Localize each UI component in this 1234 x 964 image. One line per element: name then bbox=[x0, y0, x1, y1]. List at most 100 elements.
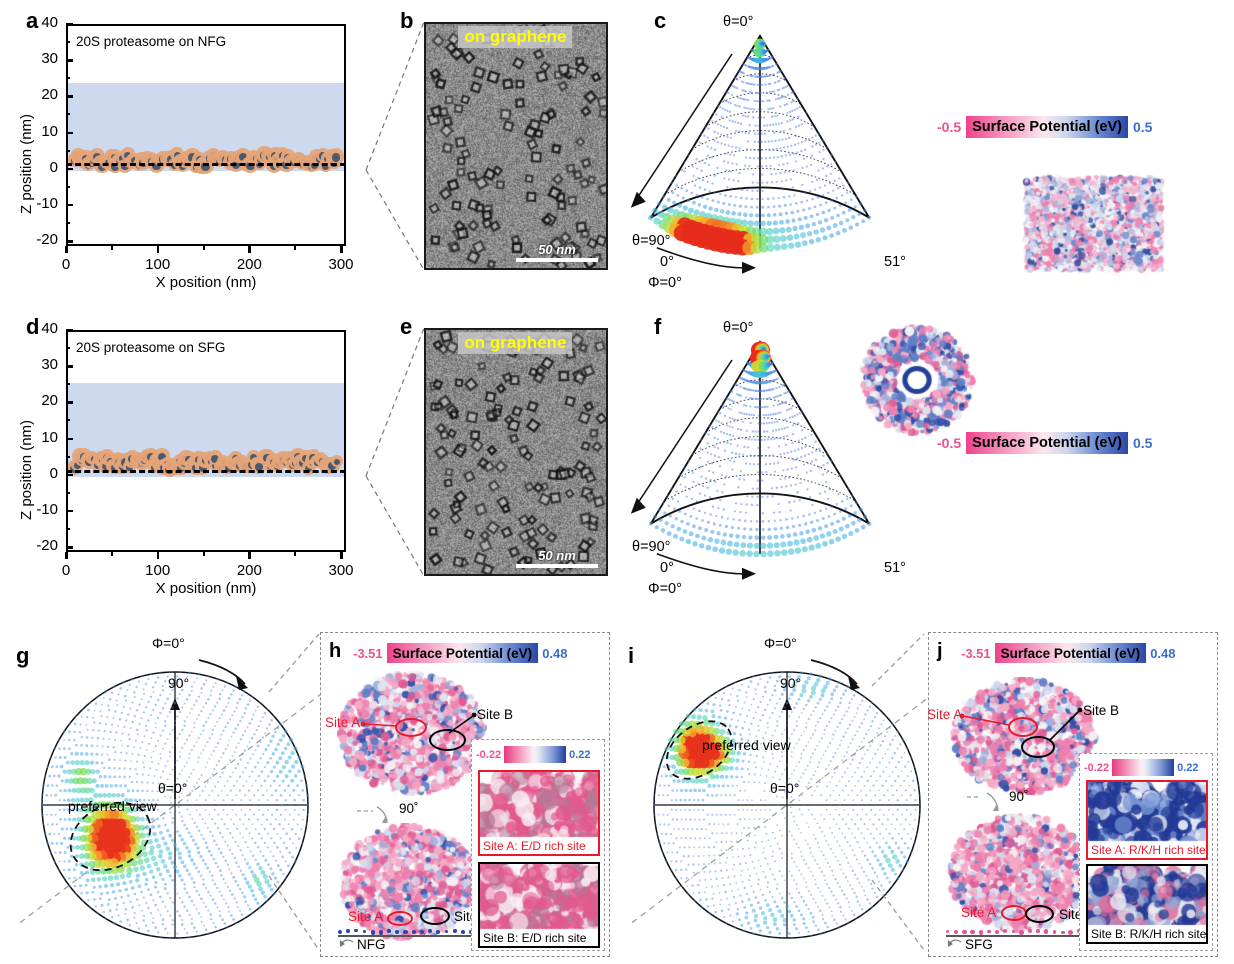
polar-data-point bbox=[878, 880, 880, 883]
cone-data-point bbox=[761, 380, 766, 385]
cone-data-point bbox=[756, 197, 759, 201]
polar-data-point bbox=[789, 692, 794, 697]
polar-data-point bbox=[185, 846, 189, 850]
cone-data-point bbox=[769, 371, 773, 375]
cone-data-point bbox=[764, 75, 768, 78]
polar-data-point bbox=[195, 930, 198, 933]
cone-data-point bbox=[836, 519, 840, 524]
polar-data-point bbox=[728, 903, 731, 906]
cone-data-point bbox=[700, 438, 703, 441]
cone-data-point bbox=[772, 511, 776, 514]
cone-data-point bbox=[764, 157, 768, 160]
polar-data-point bbox=[699, 898, 702, 902]
cone-data-point bbox=[867, 215, 872, 220]
substrate-charge-dot bbox=[970, 929, 975, 935]
cone-data-point bbox=[760, 157, 764, 160]
cone-data-point bbox=[698, 509, 701, 513]
polar-data-point bbox=[272, 827, 276, 831]
polar-data-point bbox=[901, 770, 903, 773]
polar-data-point bbox=[267, 799, 269, 802]
polar-data-point bbox=[141, 773, 144, 776]
cone-data-point bbox=[751, 189, 754, 192]
polar-data-point bbox=[243, 917, 246, 920]
polar-data-point bbox=[879, 775, 882, 778]
cone-data-point bbox=[763, 438, 767, 441]
polar-data-point bbox=[278, 756, 283, 761]
polar-data-point bbox=[804, 839, 807, 842]
polar-data-point bbox=[224, 840, 227, 843]
polar-data-point bbox=[154, 926, 157, 929]
ytick-mark bbox=[66, 131, 73, 134]
polar-data-point bbox=[273, 715, 276, 718]
cone-data-point bbox=[757, 397, 761, 401]
polar-data-point bbox=[729, 813, 732, 816]
cone-data-point bbox=[765, 49, 769, 52]
ytick-label: 0 bbox=[49, 158, 58, 176]
cone-data-point bbox=[771, 495, 774, 498]
polar-data-point bbox=[735, 832, 738, 835]
polar-data-point bbox=[819, 717, 822, 720]
panel-c-cone-plot: θ=0° θ=90° 0° Φ=0° 51° bbox=[630, 14, 940, 291]
cone-data-point bbox=[847, 181, 850, 184]
cone-data-point bbox=[766, 354, 770, 358]
polar-data-point bbox=[91, 890, 95, 894]
polar-data-point bbox=[251, 837, 254, 840]
polar-data-point bbox=[74, 751, 79, 756]
cone-data-point bbox=[713, 480, 717, 483]
cone-data-point bbox=[776, 89, 779, 92]
cone-data-point bbox=[826, 461, 829, 465]
polar-data-point bbox=[228, 848, 232, 851]
polar-data-point bbox=[748, 733, 751, 736]
polar-data-point bbox=[73, 884, 77, 888]
polar-data-point bbox=[691, 884, 694, 887]
polar-data-point bbox=[159, 895, 162, 899]
polar-data-point bbox=[762, 737, 765, 740]
polar-data-point bbox=[195, 908, 198, 911]
cone-data-point bbox=[792, 90, 795, 94]
cone-data-point bbox=[767, 397, 770, 400]
polar-data-point bbox=[290, 764, 296, 769]
panel-h-container: h -3.51 Surface Potential (eV) 0.48 Site… bbox=[320, 632, 610, 957]
cone-data-point bbox=[742, 404, 746, 407]
polar-data-point bbox=[713, 854, 716, 857]
polar-data-point bbox=[163, 864, 168, 869]
panel-j-inset-container: -0.22 0.22 Site A: R/K/H rich site Site … bbox=[1079, 753, 1213, 951]
polar-data-point bbox=[192, 768, 195, 771]
polar-data-point bbox=[813, 818, 816, 821]
plot-d-frame bbox=[66, 330, 346, 552]
cone-data-point bbox=[780, 534, 785, 539]
cone-data-point bbox=[706, 180, 709, 184]
polar-data-point bbox=[288, 813, 291, 816]
polar-data-point bbox=[787, 675, 791, 678]
polar-data-point bbox=[795, 824, 798, 826]
polar-data-point bbox=[200, 833, 203, 837]
polar-data-point bbox=[775, 904, 779, 909]
polar-data-point bbox=[263, 766, 266, 769]
substrate-charge-dot bbox=[354, 929, 358, 933]
polar-data-point bbox=[842, 735, 845, 738]
polar-data-point bbox=[67, 788, 72, 793]
polar-data-point bbox=[712, 845, 716, 849]
cone-data-point bbox=[818, 492, 822, 495]
cone-data-point bbox=[672, 507, 676, 510]
polar-data-point bbox=[239, 869, 242, 872]
polar-data-point bbox=[667, 784, 671, 787]
polar-data-point bbox=[730, 840, 733, 843]
polar-data-point bbox=[58, 851, 62, 854]
cone-data-point bbox=[776, 403, 780, 406]
polar-data-point bbox=[805, 786, 808, 789]
cone-data-point bbox=[726, 109, 729, 113]
polar-data-point bbox=[675, 860, 678, 863]
polar-data-point bbox=[771, 873, 774, 876]
cone-data-point bbox=[748, 107, 751, 110]
polar-data-point bbox=[235, 813, 238, 816]
polar-data-point bbox=[782, 683, 787, 687]
polar-data-point bbox=[798, 799, 801, 802]
polar-data-point bbox=[871, 740, 874, 743]
polar-data-point bbox=[226, 863, 230, 866]
polar-data-point bbox=[159, 913, 162, 916]
polar-data-point bbox=[778, 870, 781, 873]
polar-data-point bbox=[198, 714, 201, 717]
polar-data-point bbox=[156, 798, 160, 802]
cone-data-point bbox=[833, 512, 837, 516]
